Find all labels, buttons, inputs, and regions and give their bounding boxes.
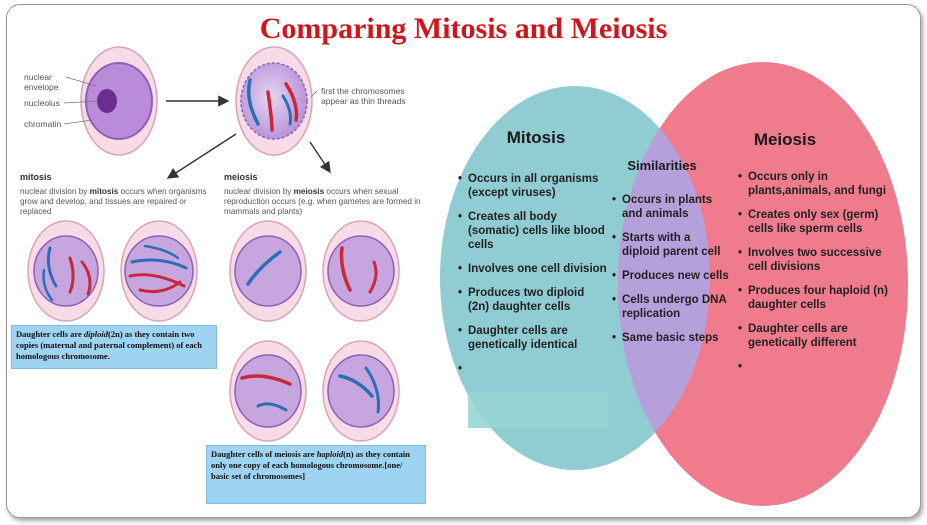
meiosis-daughter-cell-4 bbox=[322, 340, 400, 442]
page-title: Comparing Mitosis and Meiosis bbox=[259, 12, 668, 45]
prophase-cell bbox=[235, 46, 318, 156]
mitosis-daughter-cell-1 bbox=[27, 220, 105, 322]
list-item: Daughter cells are genetically identical bbox=[458, 324, 608, 352]
list-item: Produces two diploid (2n) daughter cells bbox=[458, 286, 608, 314]
label-nucleolus: nucleolus bbox=[24, 98, 60, 108]
meiosis-description: nuclear division by meiosis occurs when … bbox=[224, 187, 421, 216]
list-item: Occurs only in plants,animals, and fungi bbox=[738, 170, 888, 198]
list-item: Occurs in plants and animals bbox=[612, 193, 730, 221]
list-item: Involves two successive cell divisions bbox=[738, 246, 888, 274]
mitosis-heading: mitosis bbox=[20, 172, 52, 182]
label-nuclear-envelope: nuclear envelope bbox=[24, 72, 59, 92]
list-item: Same basic steps bbox=[612, 331, 730, 345]
venn-middle-title: Similarities bbox=[627, 158, 697, 173]
label-threads-note: first the chromosomes appear as thin thr… bbox=[321, 86, 406, 106]
list-item: Involves one cell division bbox=[458, 262, 608, 276]
meiosis-note: Daughter cells of meiosis are haploid(n)… bbox=[206, 445, 426, 504]
meiosis-daughter-cell-1 bbox=[229, 220, 307, 322]
meiosis-daughter-cell-2 bbox=[322, 220, 400, 322]
mitosis-daughter-cell-2 bbox=[120, 220, 198, 322]
venn-right-title: Meiosis bbox=[753, 130, 817, 149]
list-item: Occurs in all organisms (except viruses) bbox=[458, 172, 608, 200]
list-item: Cells undergo DNA replication bbox=[612, 293, 730, 321]
venn-middle-list: Occurs in plants and animals Starts with… bbox=[612, 193, 730, 355]
list-item: Creates only sex (germ) cells like sperm… bbox=[738, 208, 888, 236]
list-item: Creates all body (somatic) cells like bl… bbox=[458, 210, 608, 252]
venn-left-list: Occurs in all organisms (except viruses)… bbox=[458, 172, 608, 376]
list-item: Daughter cells are genetically different bbox=[738, 322, 888, 350]
list-item: Produces new cells bbox=[612, 269, 730, 283]
venn-left-title: Mitosis bbox=[506, 128, 566, 147]
mitosis-description: nuclear division by mitosis occurs when … bbox=[20, 187, 207, 216]
meiosis-daughter-cell-3 bbox=[229, 340, 307, 442]
venn-right-list: Occurs only in plants,animals, and fungi… bbox=[738, 170, 888, 374]
list-item: Starts with a diploid parent cell bbox=[612, 231, 730, 259]
label-chromatin: chromatin bbox=[24, 119, 62, 129]
list-item: Produces four haploid (n) daughter cells bbox=[738, 284, 888, 312]
mitosis-note: Daughter cells are diploid(2n) as they c… bbox=[11, 325, 217, 369]
meiosis-heading: meiosis bbox=[224, 172, 258, 182]
interphase-cell bbox=[63, 46, 158, 156]
